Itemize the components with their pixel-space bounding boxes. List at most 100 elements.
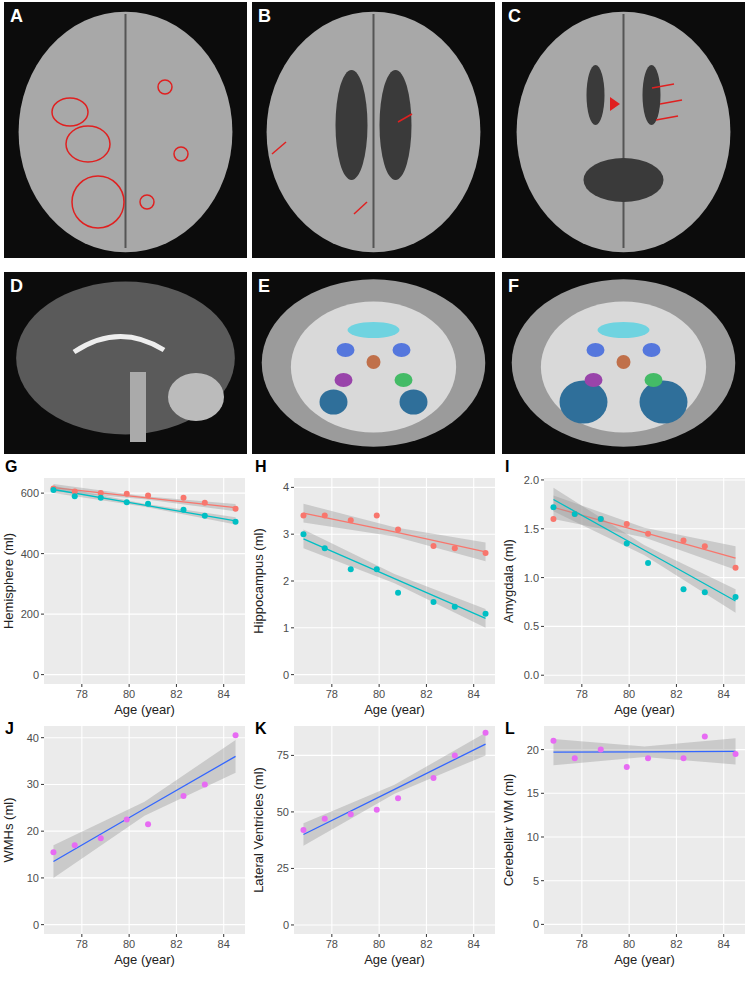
tick-label: 200 — [21, 608, 39, 620]
grid-line — [294, 674, 495, 675]
grid-line — [544, 924, 745, 925]
point — [452, 545, 458, 551]
point — [300, 512, 306, 518]
point — [124, 499, 130, 505]
fit-line — [553, 751, 735, 753]
point — [483, 611, 489, 617]
tick-label: 82 — [420, 688, 432, 700]
tick-label: 30 — [27, 778, 39, 790]
tick — [541, 528, 544, 529]
grid-line — [294, 924, 495, 925]
tick — [426, 934, 427, 937]
tick — [129, 684, 130, 687]
tick — [581, 684, 582, 687]
tick — [473, 684, 474, 687]
ventricle — [584, 158, 664, 202]
grid-line — [44, 877, 245, 878]
grid-line — [294, 868, 495, 869]
tick-label: 80 — [373, 688, 385, 700]
grid-line — [544, 577, 745, 578]
tick-label: 80 — [123, 688, 135, 700]
grid-line — [44, 737, 245, 738]
tick — [541, 880, 544, 881]
ventricle — [587, 65, 605, 125]
tick-label: 20 — [527, 744, 539, 756]
fit-line — [303, 539, 485, 619]
chart: 020040060078808284Age (year)Hemisphere (… — [1, 458, 245, 717]
corpus-callosum — [74, 336, 164, 352]
confidence-band — [53, 486, 235, 525]
tick — [541, 749, 544, 750]
tick-label: 0 — [33, 919, 39, 931]
white-matter — [541, 301, 706, 432]
plot-background — [44, 726, 245, 934]
point — [72, 493, 78, 499]
x-axis-label: Age (year) — [114, 702, 175, 717]
tick-label: 0 — [533, 918, 539, 930]
ventricle — [336, 70, 368, 180]
tick — [541, 924, 544, 925]
tick-label: 1.5 — [524, 523, 539, 535]
grid-line — [44, 924, 245, 925]
point — [50, 487, 56, 493]
tick — [629, 934, 630, 937]
image-background — [502, 2, 745, 258]
point — [300, 827, 306, 833]
tick-label: 1.0 — [524, 572, 539, 584]
plot-background — [44, 478, 245, 684]
tick-label: 84 — [468, 688, 480, 700]
point — [322, 816, 328, 822]
panel-label: C — [508, 6, 521, 26]
point — [322, 545, 328, 551]
panel-label: F — [508, 276, 519, 296]
chart: 0.00.51.01.52.078808284Age (year)Amygdal… — [501, 458, 745, 717]
tick-label: 25 — [277, 862, 289, 874]
chart: 0123478808284Age (year)Hippocampus (ml)H — [251, 458, 495, 717]
grid-line — [426, 478, 427, 684]
tick — [723, 934, 724, 937]
image-panel: F — [502, 272, 745, 454]
x-axis-label: Age (year) — [614, 952, 675, 967]
brainstem — [130, 372, 146, 442]
point — [202, 500, 208, 506]
midline — [373, 14, 375, 248]
point — [181, 793, 187, 799]
point — [395, 590, 401, 596]
point — [72, 842, 78, 848]
tick-label: 50 — [277, 806, 289, 818]
grid-line — [294, 811, 495, 812]
x-axis-label: Age (year) — [364, 952, 425, 967]
annotation-circle — [66, 126, 110, 162]
tick-label: 20 — [27, 825, 39, 837]
tick — [291, 755, 294, 756]
white-matter — [291, 301, 456, 432]
tick — [129, 934, 130, 937]
midline — [125, 14, 127, 248]
grid-line — [544, 836, 745, 837]
confidence-band — [53, 484, 235, 511]
point — [145, 493, 151, 499]
seg — [617, 355, 631, 369]
panel-label: B — [258, 6, 271, 26]
panel-label: E — [258, 276, 270, 296]
point — [124, 491, 130, 497]
point — [624, 540, 630, 546]
point — [322, 512, 328, 518]
grid-line — [81, 478, 82, 684]
brain — [517, 12, 731, 253]
tick-label: 2 — [283, 575, 289, 587]
tick-label: 0 — [283, 669, 289, 681]
point — [452, 604, 458, 610]
point — [431, 775, 437, 781]
tick — [41, 553, 44, 554]
ventricle — [643, 65, 661, 125]
grid-line — [176, 726, 177, 934]
panel-label: G — [5, 458, 17, 475]
tick — [473, 934, 474, 937]
seg — [400, 389, 428, 414]
tick — [331, 684, 332, 687]
tick-label: 2.0 — [524, 474, 539, 486]
tick-label: 10 — [527, 831, 539, 843]
panel-label: J — [5, 720, 14, 737]
data-group — [50, 484, 238, 525]
